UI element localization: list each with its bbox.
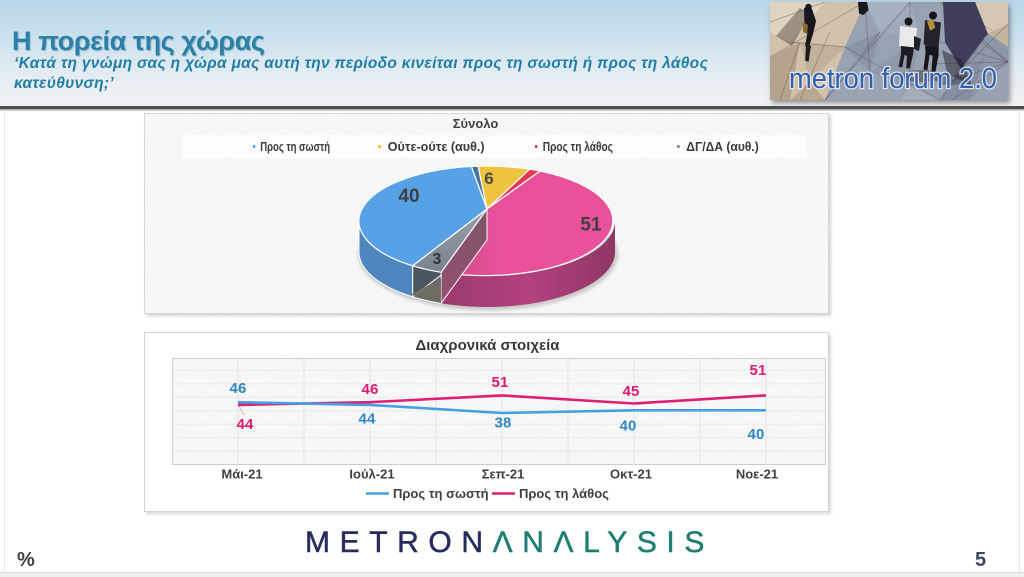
svg-text:51: 51 bbox=[749, 362, 766, 379]
svg-text:51: 51 bbox=[491, 374, 508, 391]
svg-text:44: 44 bbox=[358, 411, 376, 428]
svg-text:Μάι-21: Μάι-21 bbox=[221, 467, 262, 482]
svg-text:40: 40 bbox=[398, 186, 419, 207]
svg-text:Νοε-21: Νοε-21 bbox=[736, 467, 778, 482]
svg-text:40: 40 bbox=[619, 417, 636, 434]
svg-text:Προς τη λάθος: Προς τη λάθος bbox=[519, 486, 609, 501]
svg-text:metron forum 2.0: metron forum 2.0 bbox=[789, 63, 997, 95]
svg-text:metron forum 2.0: metron forum 2.0 bbox=[789, 63, 997, 95]
svg-text:45: 45 bbox=[622, 383, 639, 400]
svg-text:Ιούλ-21: Ιούλ-21 bbox=[349, 467, 394, 482]
svg-text:44: 44 bbox=[236, 416, 254, 433]
svg-text:6: 6 bbox=[484, 169, 493, 188]
svg-text:3: 3 bbox=[433, 251, 442, 268]
svg-text:Οκτ-21: Οκτ-21 bbox=[610, 467, 652, 482]
svg-text:46: 46 bbox=[229, 380, 246, 397]
svg-text:Προς τη σωστή: Προς τη σωστή bbox=[393, 486, 489, 501]
svg-text:46: 46 bbox=[361, 381, 378, 398]
svg-text:38: 38 bbox=[494, 415, 511, 432]
svg-text:Σεπ-21: Σεπ-21 bbox=[482, 467, 525, 482]
svg-text:51: 51 bbox=[580, 215, 602, 236]
svg-text:40: 40 bbox=[747, 426, 764, 443]
